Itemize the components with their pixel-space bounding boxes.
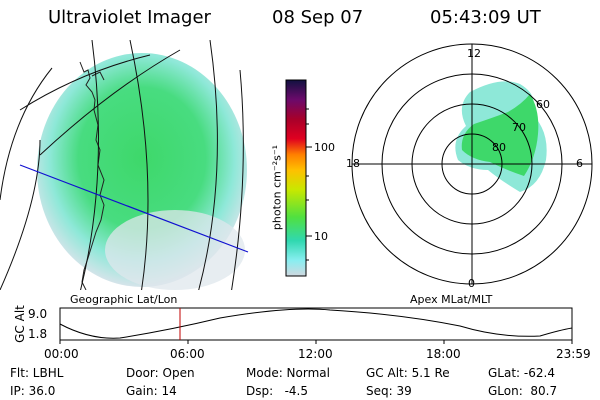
geo-emission-disk — [37, 53, 247, 287]
colorbar-tick-label-100: 100 — [314, 141, 335, 154]
geo-panel-label: Geographic Lat/Lon — [70, 293, 178, 306]
timeline-ylabel: GC Alt — [13, 305, 27, 343]
apex-emission-region — [455, 81, 547, 192]
info-door: Door: Open — [126, 366, 195, 380]
info-glat: GLat: -62.4 — [488, 366, 555, 380]
geo-diffuse-region — [105, 210, 245, 290]
date-label: 08 Sep 07 — [272, 7, 364, 28]
coastline — [79, 61, 105, 290]
info-mode: Mode: Normal — [246, 366, 330, 380]
apex-panel-label: Apex MLat/MLT — [410, 293, 493, 306]
timeline-frame — [59, 307, 573, 341]
info-dsp: Dsp: -4.5 — [246, 384, 309, 398]
timeline-xtick-2: 12:00 — [298, 347, 333, 361]
timeline-xtick-4: 23:59 — [556, 347, 591, 361]
colorbar-tick-label-10: 10 — [314, 230, 328, 243]
mlt-label-18: 18 — [346, 157, 360, 170]
time-label: 05:43:09 UT — [430, 7, 541, 28]
satellite-track — [19, 164, 249, 253]
timeline-xtick-3: 18:00 — [426, 347, 461, 361]
timeline-ytick-min: 1.8 — [28, 327, 48, 341]
altitude-curve — [59, 308, 573, 339]
mlt-label-12: 12 — [467, 47, 481, 60]
mlat-label-80: 80 — [492, 141, 506, 154]
info-gc-alt: GC Alt: 5.1 Re — [366, 366, 450, 380]
colorbar-unit-label: photon cm⁻²s⁻¹ — [270, 144, 284, 231]
timeline-ytick-max: 9.0 — [28, 307, 48, 321]
info-filter: Flt: LBHL — [10, 366, 64, 380]
apex-ring-outer — [351, 43, 593, 285]
apex-ring-60 — [381, 73, 563, 255]
mlat-label-70: 70 — [512, 121, 526, 134]
timeline-xtick-0: 00:00 — [44, 347, 79, 361]
timeline-xtick-1: 06:00 — [170, 347, 205, 361]
apex-auroral-oval — [461, 94, 539, 176]
mlt-label-6: 6 — [576, 157, 583, 170]
info-glon: GLon: 80.7 — [488, 384, 558, 398]
info-gain: Gain: 14 — [126, 384, 177, 398]
geo-grid-lines — [0, 40, 244, 290]
mlat-label-60: 60 — [536, 98, 550, 111]
colorbar-fill — [285, 79, 307, 277]
instrument-title: Ultraviolet Imager — [48, 7, 211, 28]
info-seq: Seq: 39 — [366, 384, 412, 398]
info-ip: IP: 36.0 — [10, 384, 56, 398]
mlt-label-0: 0 — [468, 277, 475, 290]
